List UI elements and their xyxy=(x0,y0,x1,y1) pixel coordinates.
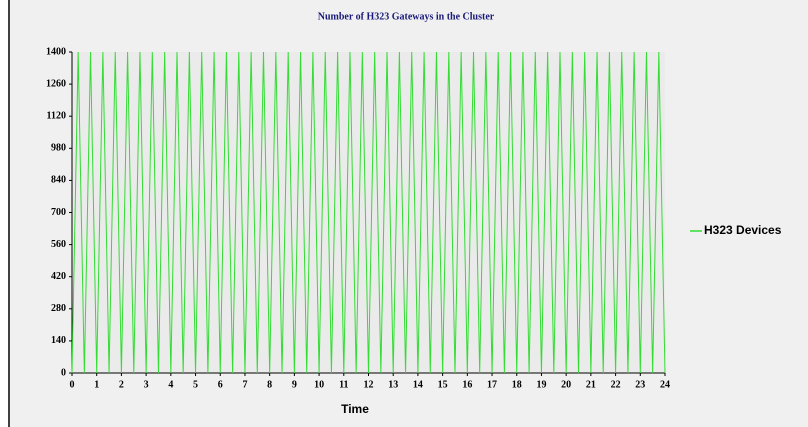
x-tick-label: 20 xyxy=(561,379,571,390)
y-tick-label: 0 xyxy=(61,367,66,378)
y-tick-label: 1120 xyxy=(47,110,66,121)
legend-label: H323 Devices xyxy=(704,223,782,237)
x-tick-label: 15 xyxy=(438,379,448,390)
y-tick-label: 840 xyxy=(51,175,66,186)
x-tick-label: 14 xyxy=(413,379,423,390)
y-tick-label: 1400 xyxy=(46,46,66,57)
x-tick-label: 3 xyxy=(144,379,149,390)
x-tick-label: 22 xyxy=(611,379,621,390)
y-tick-label: 1260 xyxy=(46,78,66,89)
y-tick-label: 140 xyxy=(51,335,66,346)
x-tick-label: 2 xyxy=(119,379,124,390)
x-tick-label: 24 xyxy=(660,379,670,390)
x-tick-label: 0 xyxy=(70,379,75,390)
y-tick-label: 560 xyxy=(51,239,66,250)
x-tick-label: 7 xyxy=(242,379,247,390)
y-tick-label: 980 xyxy=(51,143,66,154)
x-tick-label: 4 xyxy=(168,379,173,390)
x-tick-label: 9 xyxy=(292,379,297,390)
x-tick-label: 1 xyxy=(94,379,99,390)
x-tick-label: 21 xyxy=(586,379,596,390)
x-tick-label: 19 xyxy=(536,379,546,390)
y-tick-label: 420 xyxy=(51,271,66,282)
x-tick-label: 6 xyxy=(218,379,223,390)
y-tick-label: 700 xyxy=(51,207,66,218)
x-tick-label: 18 xyxy=(512,379,522,390)
data-line xyxy=(71,51,666,374)
plot-area xyxy=(72,52,665,373)
x-tick-label: 5 xyxy=(193,379,198,390)
x-tick-label: 16 xyxy=(462,379,472,390)
x-tick-label: 23 xyxy=(635,379,645,390)
chart-title: Number of H323 Gateways in the Cluster xyxy=(318,11,495,22)
x-tick-label: 10 xyxy=(314,379,324,390)
y-tick-label: 280 xyxy=(51,303,66,314)
x-tick-label: 8 xyxy=(267,379,272,390)
x-axis-label: Time xyxy=(341,402,369,416)
x-tick-label: 11 xyxy=(339,379,348,390)
x-tick-label: 17 xyxy=(487,379,497,390)
x-tick-label: 12 xyxy=(364,379,374,390)
x-tick-label: 13 xyxy=(388,379,398,390)
